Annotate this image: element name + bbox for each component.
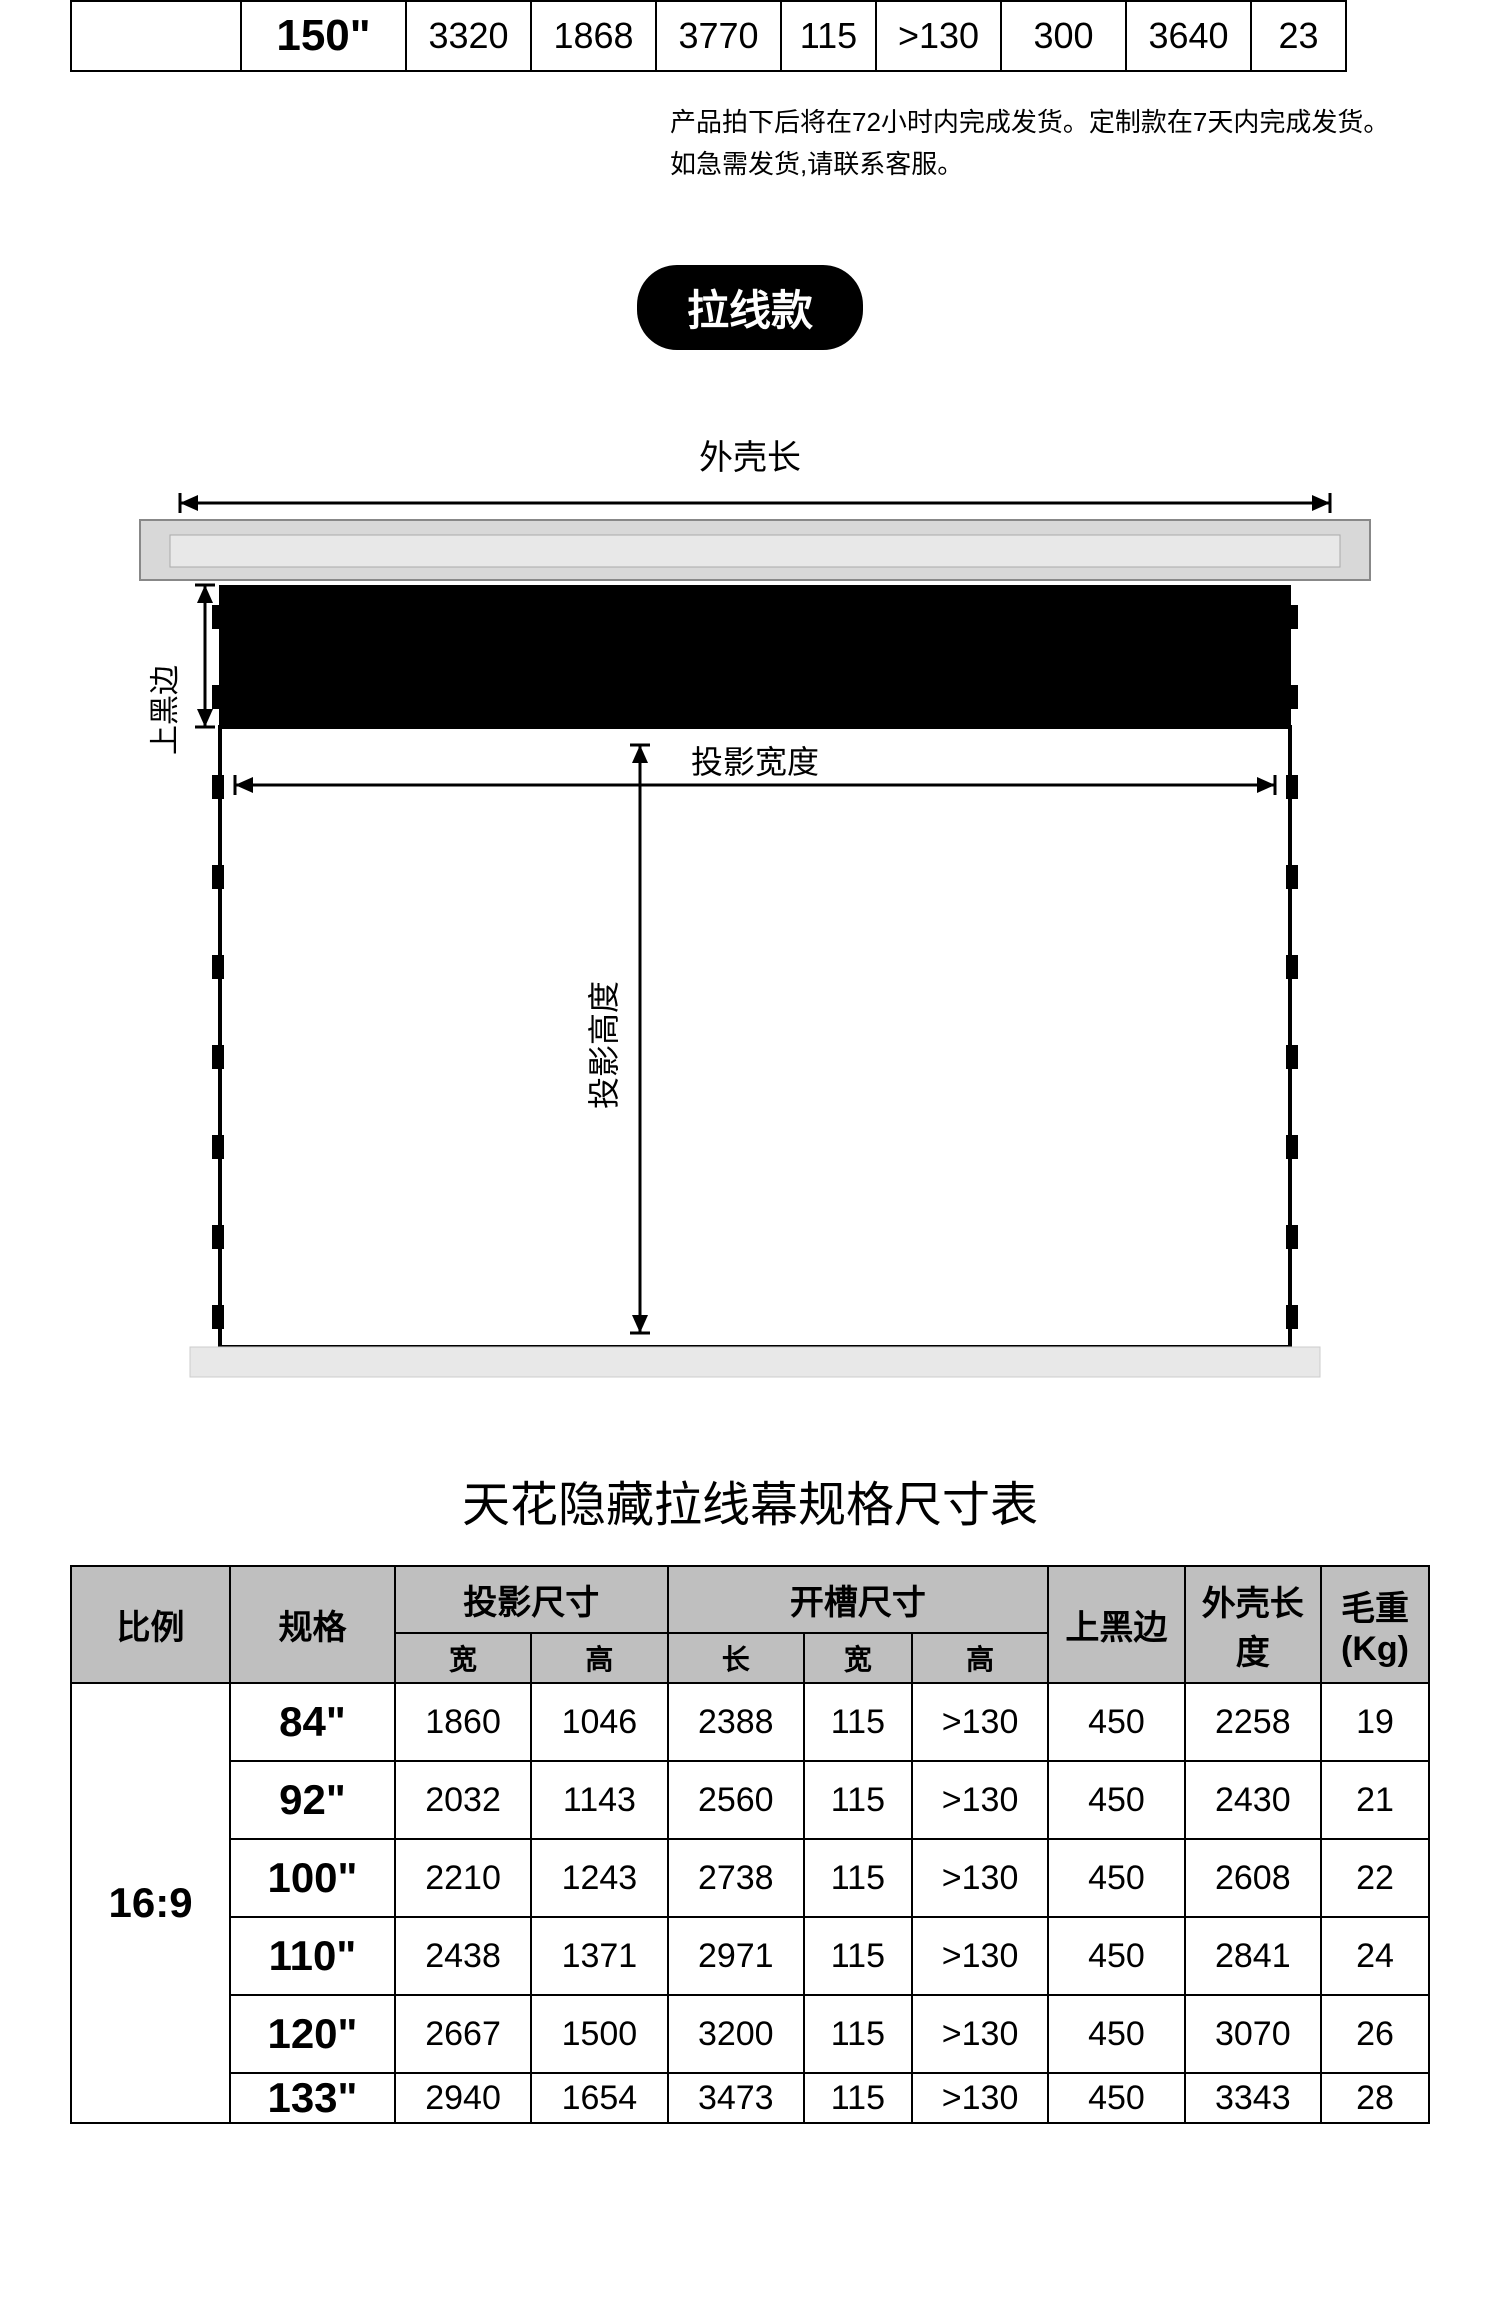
shipping-notice: 产品拍下后将在72小时内完成发货。定制款在7天内完成发货。 如急需发货,请联系客… bbox=[70, 102, 1430, 185]
data-cell: >130 bbox=[912, 1761, 1048, 1839]
data-cell: 450 bbox=[1048, 1995, 1184, 2073]
outer-length-label: 外壳长 bbox=[120, 430, 1380, 479]
top-empty-cell bbox=[71, 1, 241, 71]
top-cell-7: 23 bbox=[1251, 1, 1346, 71]
proj-height-label: 投影高度 bbox=[586, 981, 622, 1109]
th-outer-length: 外壳长度 bbox=[1185, 1566, 1321, 1683]
data-cell: 2608 bbox=[1185, 1839, 1321, 1917]
top-cell-6: 3640 bbox=[1126, 1, 1251, 71]
spec-cell: 92" bbox=[230, 1761, 395, 1839]
table-row: 92"203211432560115>130450243021 bbox=[71, 1761, 1429, 1839]
data-cell: >130 bbox=[912, 1995, 1048, 2073]
th-slot-height: 高 bbox=[912, 1633, 1048, 1683]
screen-diagram: 外壳长 上黑边 bbox=[120, 430, 1380, 1405]
data-cell: 26 bbox=[1321, 1995, 1429, 2073]
model-pill-heading: 拉线款 bbox=[637, 265, 863, 350]
proj-width-label: 投影宽度 bbox=[691, 744, 819, 780]
th-weight: 毛重(Kg) bbox=[1321, 1566, 1429, 1683]
data-cell: 3343 bbox=[1185, 2073, 1321, 2123]
data-cell: 1371 bbox=[531, 1917, 667, 1995]
data-cell: 21 bbox=[1321, 1761, 1429, 1839]
data-cell: 450 bbox=[1048, 1683, 1184, 1761]
spec-cell: 100" bbox=[230, 1839, 395, 1917]
data-cell: 115 bbox=[804, 1995, 912, 2073]
data-cell: 28 bbox=[1321, 2073, 1429, 2123]
data-cell: 2667 bbox=[395, 1995, 531, 2073]
data-cell: 22 bbox=[1321, 1839, 1429, 1917]
th-proj-size: 投影尺寸 bbox=[395, 1566, 668, 1633]
data-cell: 2940 bbox=[395, 2073, 531, 2123]
th-slot-width: 宽 bbox=[804, 1633, 912, 1683]
th-slot-length: 长 bbox=[668, 1633, 804, 1683]
spec-cell: 133" bbox=[230, 2073, 395, 2123]
data-cell: 450 bbox=[1048, 1839, 1184, 1917]
data-cell: 1654 bbox=[531, 2073, 667, 2123]
data-cell: 24 bbox=[1321, 1917, 1429, 1995]
top-partial-table: 150" 3320 1868 3770 115 >130 300 3640 23 bbox=[70, 0, 1347, 72]
data-cell: 2438 bbox=[395, 1917, 531, 1995]
th-proj-height: 高 bbox=[531, 1633, 667, 1683]
data-cell: 2388 bbox=[668, 1683, 804, 1761]
data-cell: 2971 bbox=[668, 1917, 804, 1995]
top-cell-5: 300 bbox=[1001, 1, 1126, 71]
data-cell: 3473 bbox=[668, 2073, 804, 2123]
th-ratio: 比例 bbox=[71, 1566, 230, 1683]
ratio-cell: 16:9 bbox=[71, 1683, 230, 2123]
data-cell: 1860 bbox=[395, 1683, 531, 1761]
data-cell: 115 bbox=[804, 1683, 912, 1761]
spec-table: 比例 规格 投影尺寸 开槽尺寸 上黑边 外壳长度 毛重(Kg) 宽 高 长 宽 … bbox=[70, 1565, 1430, 2124]
spec-cell: 84" bbox=[230, 1683, 395, 1761]
data-cell: 115 bbox=[804, 1839, 912, 1917]
data-cell: 115 bbox=[804, 1917, 912, 1995]
table-row: 120"266715003200115>130450307026 bbox=[71, 1995, 1429, 2073]
data-cell: 2032 bbox=[395, 1761, 531, 1839]
data-cell: 2210 bbox=[395, 1839, 531, 1917]
top-cell-3: 115 bbox=[781, 1, 876, 71]
data-cell: >130 bbox=[912, 2073, 1048, 2123]
data-cell: 2560 bbox=[668, 1761, 804, 1839]
data-cell: 2738 bbox=[668, 1839, 804, 1917]
data-cell: 19 bbox=[1321, 1683, 1429, 1761]
notice-line-1: 产品拍下后将在72小时内完成发货。定制款在7天内完成发货。 bbox=[670, 102, 1430, 144]
top-spec-cell: 150" bbox=[241, 1, 406, 71]
data-cell: 450 bbox=[1048, 1761, 1184, 1839]
data-cell: >130 bbox=[912, 1839, 1048, 1917]
data-cell: >130 bbox=[912, 1683, 1048, 1761]
spec-cell: 120" bbox=[230, 1995, 395, 2073]
top-cell-0: 3320 bbox=[406, 1, 531, 71]
top-black-border-label: 上黑边 bbox=[149, 665, 182, 755]
data-cell: 1046 bbox=[531, 1683, 667, 1761]
top-cell-2: 3770 bbox=[656, 1, 781, 71]
table-row: 133"294016543473115>130450334328 bbox=[71, 2073, 1429, 2123]
top-cell-1: 1868 bbox=[531, 1, 656, 71]
data-cell: 1500 bbox=[531, 1995, 667, 2073]
th-spec: 规格 bbox=[230, 1566, 395, 1683]
data-cell: 3200 bbox=[668, 1995, 804, 2073]
table-row: 100"221012432738115>130450260822 bbox=[71, 1839, 1429, 1917]
table-row: 16:984"186010462388115>130450225819 bbox=[71, 1683, 1429, 1761]
data-cell: 115 bbox=[804, 2073, 912, 2123]
data-cell: 3070 bbox=[1185, 1995, 1321, 2073]
spec-cell: 110" bbox=[230, 1917, 395, 1995]
data-cell: 2430 bbox=[1185, 1761, 1321, 1839]
table-row: 110"243813712971115>130450284124 bbox=[71, 1917, 1429, 1995]
data-cell: 450 bbox=[1048, 1917, 1184, 1995]
data-cell: 115 bbox=[804, 1761, 912, 1839]
data-cell: 2258 bbox=[1185, 1683, 1321, 1761]
data-cell: 450 bbox=[1048, 2073, 1184, 2123]
top-cell-4: >130 bbox=[876, 1, 1001, 71]
data-cell: 1143 bbox=[531, 1761, 667, 1839]
data-cell: 2841 bbox=[1185, 1917, 1321, 1995]
th-slot-size: 开槽尺寸 bbox=[668, 1566, 1049, 1633]
th-proj-width: 宽 bbox=[395, 1633, 531, 1683]
data-cell: 1243 bbox=[531, 1839, 667, 1917]
spec-table-title: 天花隐藏拉线幕规格尺寸表 bbox=[0, 1465, 1500, 1535]
notice-line-2: 如急需发货,请联系客服。 bbox=[670, 144, 1430, 186]
th-top-black: 上黑边 bbox=[1048, 1566, 1184, 1683]
data-cell: >130 bbox=[912, 1917, 1048, 1995]
screen-diagram-svg: 上黑边 bbox=[120, 485, 1380, 1405]
